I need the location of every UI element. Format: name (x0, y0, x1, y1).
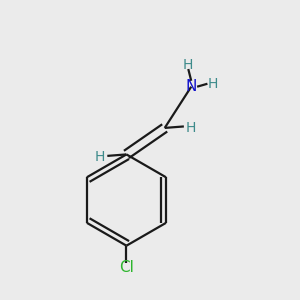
Text: Cl: Cl (119, 260, 134, 275)
Text: N: N (185, 79, 197, 94)
Text: H: H (95, 150, 105, 164)
Text: H: H (186, 121, 196, 135)
Text: H: H (208, 77, 218, 91)
Text: H: H (183, 58, 194, 72)
